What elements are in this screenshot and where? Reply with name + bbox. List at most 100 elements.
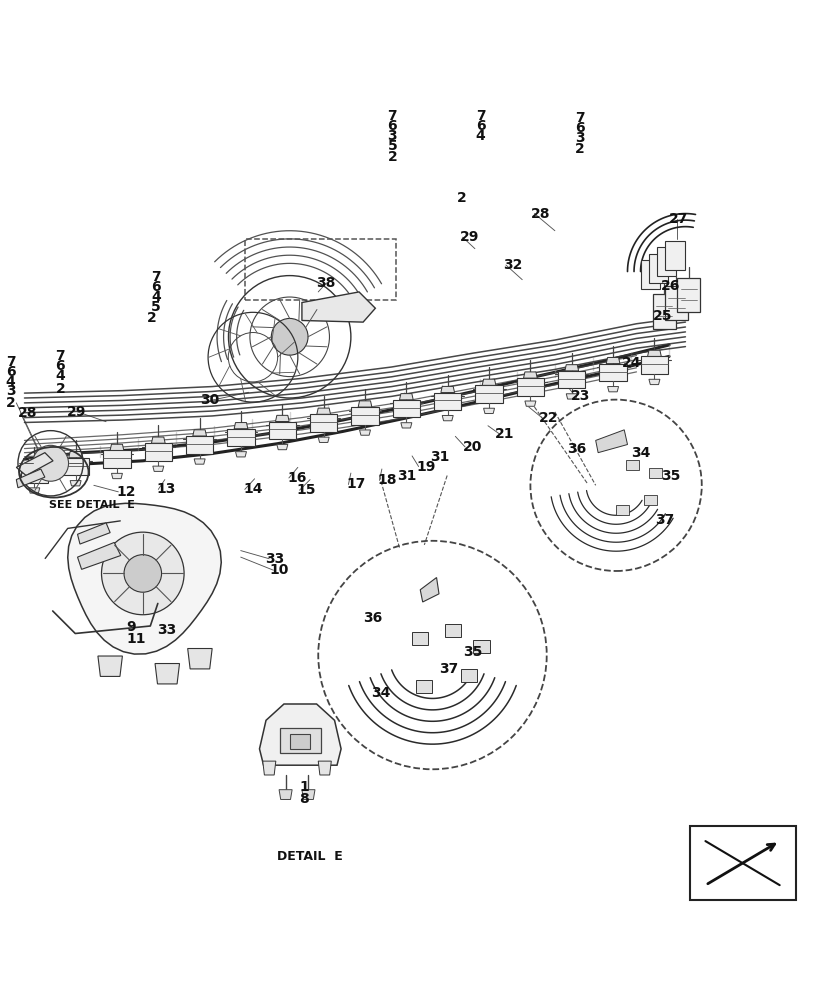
Polygon shape — [259, 704, 341, 765]
Polygon shape — [677, 278, 700, 312]
Polygon shape — [112, 473, 122, 479]
Text: 5: 5 — [388, 139, 397, 153]
Text: 11: 11 — [126, 632, 146, 646]
Polygon shape — [649, 379, 660, 385]
Polygon shape — [263, 761, 276, 775]
Polygon shape — [16, 453, 53, 476]
Polygon shape — [318, 437, 329, 442]
Circle shape — [101, 532, 184, 615]
Polygon shape — [188, 649, 212, 669]
Polygon shape — [78, 523, 110, 544]
Polygon shape — [608, 387, 619, 392]
Polygon shape — [310, 414, 337, 432]
Text: 2: 2 — [147, 311, 157, 325]
Polygon shape — [525, 401, 536, 406]
Text: 18: 18 — [377, 473, 397, 487]
Polygon shape — [517, 378, 544, 396]
Text: 4: 4 — [476, 129, 486, 143]
Polygon shape — [649, 468, 662, 478]
Text: 34: 34 — [631, 446, 650, 460]
Text: 25: 25 — [653, 309, 672, 323]
Polygon shape — [416, 680, 432, 693]
Polygon shape — [657, 247, 676, 276]
Polygon shape — [317, 408, 330, 414]
Text: 22: 22 — [539, 411, 558, 425]
Text: 7: 7 — [388, 109, 397, 123]
Polygon shape — [29, 488, 40, 493]
Polygon shape — [665, 241, 685, 270]
Text: 31: 31 — [397, 469, 417, 483]
Text: 26: 26 — [661, 279, 681, 293]
Polygon shape — [352, 407, 379, 425]
Text: 23: 23 — [571, 389, 591, 403]
Text: 29: 29 — [67, 405, 86, 419]
Text: 2: 2 — [55, 382, 65, 396]
Polygon shape — [236, 452, 246, 457]
Polygon shape — [279, 790, 292, 799]
Text: 37: 37 — [655, 513, 675, 527]
Text: 9: 9 — [126, 620, 136, 634]
Polygon shape — [318, 761, 331, 775]
Polygon shape — [412, 632, 428, 645]
Text: 3: 3 — [388, 129, 397, 143]
Text: 37: 37 — [439, 662, 459, 676]
Text: 30: 30 — [200, 393, 220, 407]
Polygon shape — [69, 452, 82, 458]
Polygon shape — [186, 436, 213, 454]
Circle shape — [124, 555, 162, 592]
Polygon shape — [482, 379, 496, 385]
Polygon shape — [565, 365, 579, 371]
Text: 10: 10 — [269, 563, 289, 577]
Polygon shape — [644, 495, 657, 505]
Text: 14: 14 — [243, 482, 263, 496]
Polygon shape — [445, 624, 461, 637]
Polygon shape — [194, 459, 205, 464]
Text: 38: 38 — [317, 276, 336, 290]
Text: 5: 5 — [151, 300, 161, 314]
Polygon shape — [649, 254, 668, 283]
Polygon shape — [653, 294, 676, 329]
Text: 35: 35 — [661, 469, 681, 483]
Polygon shape — [155, 664, 180, 684]
Polygon shape — [442, 415, 453, 421]
Polygon shape — [28, 459, 41, 465]
Text: 6: 6 — [476, 119, 486, 133]
Polygon shape — [277, 444, 288, 450]
Text: 6: 6 — [575, 121, 585, 135]
Polygon shape — [434, 393, 461, 410]
Polygon shape — [360, 430, 370, 435]
Circle shape — [33, 445, 69, 481]
Text: 3: 3 — [6, 384, 16, 398]
Polygon shape — [473, 640, 490, 653]
Polygon shape — [476, 385, 503, 403]
Text: 35: 35 — [463, 645, 482, 659]
Text: 17: 17 — [347, 477, 366, 491]
Polygon shape — [228, 429, 255, 446]
Polygon shape — [152, 437, 165, 443]
Text: 7: 7 — [6, 355, 16, 369]
Text: 34: 34 — [371, 686, 391, 700]
Text: 24: 24 — [622, 356, 641, 370]
Text: 31: 31 — [430, 450, 450, 464]
Polygon shape — [420, 578, 439, 602]
Polygon shape — [524, 372, 537, 378]
Polygon shape — [78, 542, 121, 569]
Polygon shape — [665, 286, 688, 320]
Polygon shape — [648, 350, 661, 356]
Text: 7: 7 — [151, 270, 161, 284]
Text: 3: 3 — [575, 131, 585, 145]
Polygon shape — [641, 260, 660, 289]
Text: 2: 2 — [388, 150, 397, 164]
Text: DETAIL  E: DETAIL E — [277, 850, 344, 863]
Text: 21: 21 — [495, 427, 515, 441]
Text: 4: 4 — [6, 375, 16, 389]
Polygon shape — [600, 364, 627, 381]
Text: 2: 2 — [575, 142, 585, 156]
Bar — [245, 239, 396, 300]
Text: 6: 6 — [388, 119, 397, 133]
Polygon shape — [193, 430, 206, 436]
Text: 2: 2 — [457, 191, 467, 205]
Polygon shape — [16, 469, 45, 488]
Text: 33: 33 — [265, 552, 285, 566]
Polygon shape — [268, 422, 296, 439]
